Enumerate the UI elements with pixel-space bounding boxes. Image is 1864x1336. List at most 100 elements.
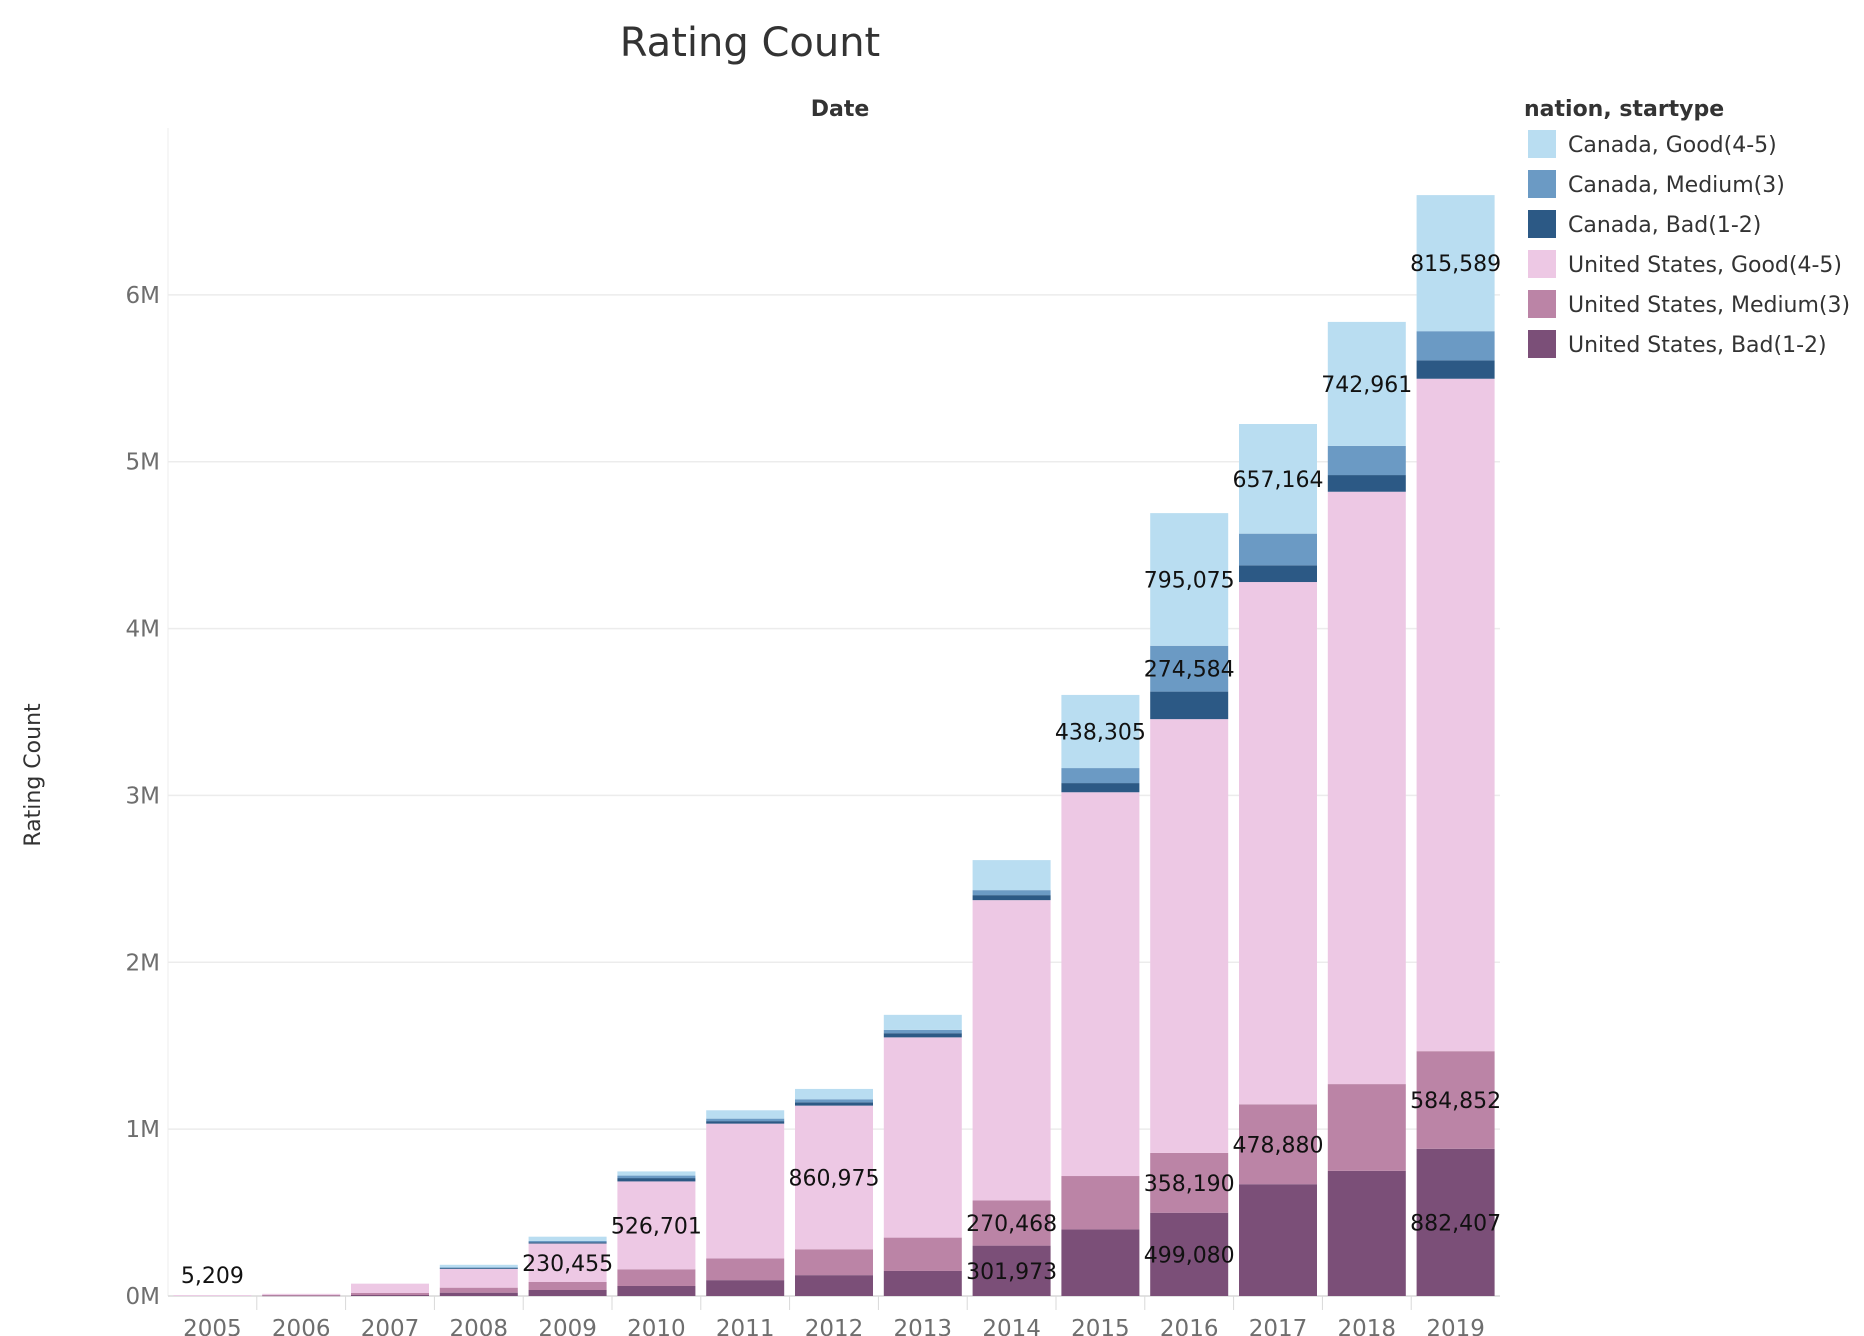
bar-2017-united-states-good-4-5[interactable]: [1239, 582, 1317, 1105]
data-label-2017-united-states-medium-3: 478,880: [1233, 1133, 1324, 1158]
bar-2010-canada-good-4-5[interactable]: [617, 1171, 696, 1176]
bar-2017-canada-medium-3[interactable]: [1239, 533, 1317, 566]
bar-2014-united-states-good-4-5[interactable]: [972, 900, 1051, 1201]
bar-2017-canada-good-4-5[interactable]: [1239, 423, 1317, 534]
data-label-2012-united-states-good-4-5: 860,975: [789, 1166, 880, 1191]
bar-2012-canada-bad-1-2[interactable]: [795, 1102, 873, 1106]
bar-2019-canada-good-4-5[interactable]: [1416, 195, 1495, 332]
bar-2012-canada-good-4-5[interactable]: [795, 1088, 873, 1100]
bar-2017-canada-bad-1-2[interactable]: [1239, 565, 1317, 583]
bar-2016-united-states-good-4-5[interactable]: [1150, 719, 1229, 1153]
bar-2010-united-states-good-4-5[interactable]: [617, 1181, 696, 1270]
bar-2010-united-states-bad-1-2[interactable]: [617, 1285, 696, 1296]
bar-2019-canada-bad-1-2[interactable]: [1416, 360, 1495, 379]
bar-2011-canada-medium-3[interactable]: [706, 1118, 785, 1122]
bar-2008-canada-good-4-5[interactable]: [439, 1264, 518, 1268]
bar-2014-united-states-medium-3[interactable]: [972, 1200, 1051, 1246]
bar-2009-united-states-medium-3[interactable]: [528, 1281, 607, 1290]
bar-2014-canada-good-4-5[interactable]: [972, 860, 1051, 891]
legend-item-united-states-medium-3[interactable]: United States, Medium(3): [1528, 290, 1850, 318]
bar-2018-united-states-medium-3[interactable]: [1327, 1084, 1406, 1171]
bar-2013-canada-bad-1-2[interactable]: [883, 1033, 962, 1038]
bar-2006-united-states-bad-1-2[interactable]: [262, 1295, 341, 1297]
bar-2012-canada-medium-3[interactable]: [795, 1099, 873, 1103]
bar-2018-canada-good-4-5[interactable]: [1327, 321, 1406, 446]
bar-2015-united-states-medium-3[interactable]: [1061, 1176, 1140, 1230]
bar-2008-united-states-medium-3[interactable]: [439, 1287, 518, 1293]
bar-2016-canada-bad-1-2[interactable]: [1150, 691, 1229, 720]
legend[interactable]: nation, startype Canada, Good(4-5) Canada…: [1524, 97, 1850, 358]
legend-label: Canada, Good(4-5): [1568, 133, 1777, 158]
bar-2011-canada-good-4-5[interactable]: [706, 1110, 785, 1119]
bar-2014-canada-medium-3[interactable]: [972, 890, 1051, 896]
bar-2009-united-states-good-4-5[interactable]: [528, 1243, 607, 1282]
legend-item-canada-bad-1-2[interactable]: Canada, Bad(1-2): [1528, 210, 1761, 238]
legend-item-canada-good-4-5[interactable]: Canada, Good(4-5): [1528, 130, 1777, 158]
y-axis-ticks: 0M 1M 2M 3M 4M 5M 6M: [126, 283, 160, 1310]
bar-2013-united-states-medium-3[interactable]: [883, 1237, 962, 1271]
bar-2013-canada-good-4-5[interactable]: [883, 1014, 962, 1030]
bar-2018-canada-bad-1-2[interactable]: [1327, 475, 1406, 492]
bar-2012-united-states-good-4-5[interactable]: [795, 1105, 873, 1250]
bar-2011-united-states-good-4-5[interactable]: [706, 1123, 785, 1259]
bar-2016-united-states-bad-1-2[interactable]: [1150, 1212, 1229, 1296]
bar-2010-canada-bad-1-2[interactable]: [617, 1178, 696, 1182]
x-tick-label-2013: 2013: [894, 1316, 953, 1336]
bar-2010-united-states-medium-3[interactable]: [617, 1269, 696, 1286]
bar-2017-united-states-medium-3[interactable]: [1239, 1104, 1317, 1185]
legend-title: nation, startype: [1524, 97, 1724, 122]
bar-2013-canada-medium-3[interactable]: [883, 1029, 962, 1034]
data-label-2009-united-states-good-4-5: 230,455: [522, 1252, 613, 1277]
legend-swatch: [1528, 330, 1556, 358]
bar-2010-canada-medium-3[interactable]: [617, 1175, 696, 1179]
bar-2006-united-states-medium-3[interactable]: [262, 1294, 341, 1296]
bar-2015-canada-medium-3[interactable]: [1061, 768, 1140, 784]
bar-2014-canada-bad-1-2[interactable]: [972, 895, 1051, 901]
bar-2019-canada-medium-3[interactable]: [1416, 331, 1495, 361]
bar-2016-united-states-medium-3[interactable]: [1150, 1152, 1229, 1213]
bar-2015-united-states-bad-1-2[interactable]: [1061, 1229, 1140, 1296]
bar-2007-united-states-medium-3[interactable]: [351, 1292, 429, 1295]
bar-2019-united-states-good-4-5[interactable]: [1416, 378, 1495, 1052]
legend-label: United States, Medium(3): [1568, 293, 1850, 318]
bar-2012-united-states-bad-1-2[interactable]: [795, 1275, 873, 1296]
bar-2018-united-states-good-4-5[interactable]: [1327, 491, 1406, 1085]
bar-2006-united-states-good-4-5[interactable]: [262, 1293, 341, 1295]
bar-2019-united-states-medium-3[interactable]: [1416, 1051, 1495, 1149]
bar-2016-canada-medium-3[interactable]: [1150, 645, 1229, 692]
bar-2008-united-states-good-4-5[interactable]: [439, 1268, 518, 1288]
bar-2009-canada-good-4-5[interactable]: [528, 1236, 607, 1241]
bar-2009-canada-bad-1-2[interactable]: [528, 1242, 607, 1244]
bar-2011-canada-bad-1-2[interactable]: [706, 1121, 785, 1124]
bar-2009-canada-medium-3[interactable]: [528, 1240, 607, 1243]
bar-2018-canada-medium-3[interactable]: [1327, 445, 1406, 476]
bar-2014-united-states-bad-1-2[interactable]: [972, 1245, 1051, 1296]
bar-2016-canada-good-4-5[interactable]: [1150, 513, 1229, 646]
bar-2007-united-states-good-4-5[interactable]: [351, 1283, 429, 1293]
bar-2008-canada-medium-3[interactable]: [439, 1267, 518, 1269]
bar-2009-united-states-bad-1-2[interactable]: [528, 1289, 607, 1296]
bar-2007-united-states-bad-1-2[interactable]: [351, 1294, 429, 1296]
data-label-2019-united-states-medium-3: 584,852: [1410, 1089, 1501, 1114]
bar-2011-united-states-medium-3[interactable]: [706, 1258, 785, 1281]
legend-item-united-states-good-4-5[interactable]: United States, Good(4-5): [1528, 250, 1842, 278]
x-tick-label-2007: 2007: [361, 1316, 420, 1336]
legend-item-canada-medium-3[interactable]: Canada, Medium(3): [1528, 170, 1785, 198]
bar-2013-united-states-bad-1-2[interactable]: [883, 1270, 962, 1296]
bar-2017-united-states-bad-1-2[interactable]: [1239, 1184, 1317, 1296]
bar-2005-united-states-good-4-5[interactable]: [173, 1295, 252, 1296]
data-label-2019-canada-good-4-5: 815,589: [1410, 252, 1501, 277]
bar-2018-united-states-bad-1-2[interactable]: [1327, 1170, 1406, 1296]
legend-item-united-states-bad-1-2[interactable]: United States, Bad(1-2): [1528, 330, 1827, 358]
bar-2015-canada-bad-1-2[interactable]: [1061, 783, 1140, 793]
bar-2011-united-states-bad-1-2[interactable]: [706, 1280, 785, 1296]
bar-2012-united-states-medium-3[interactable]: [795, 1249, 873, 1276]
bar-2015-united-states-good-4-5[interactable]: [1061, 792, 1140, 1177]
y-tick-label: 6M: [126, 283, 160, 309]
bar-2015-canada-good-4-5[interactable]: [1061, 694, 1140, 769]
bar-2013-united-states-good-4-5[interactable]: [883, 1037, 962, 1238]
bar-2008-canada-bad-1-2[interactable]: [439, 1268, 518, 1269]
y-tick-label: 1M: [126, 1117, 160, 1143]
bar-2008-united-states-bad-1-2[interactable]: [439, 1292, 518, 1296]
bar-2019-united-states-bad-1-2[interactable]: [1416, 1148, 1495, 1296]
